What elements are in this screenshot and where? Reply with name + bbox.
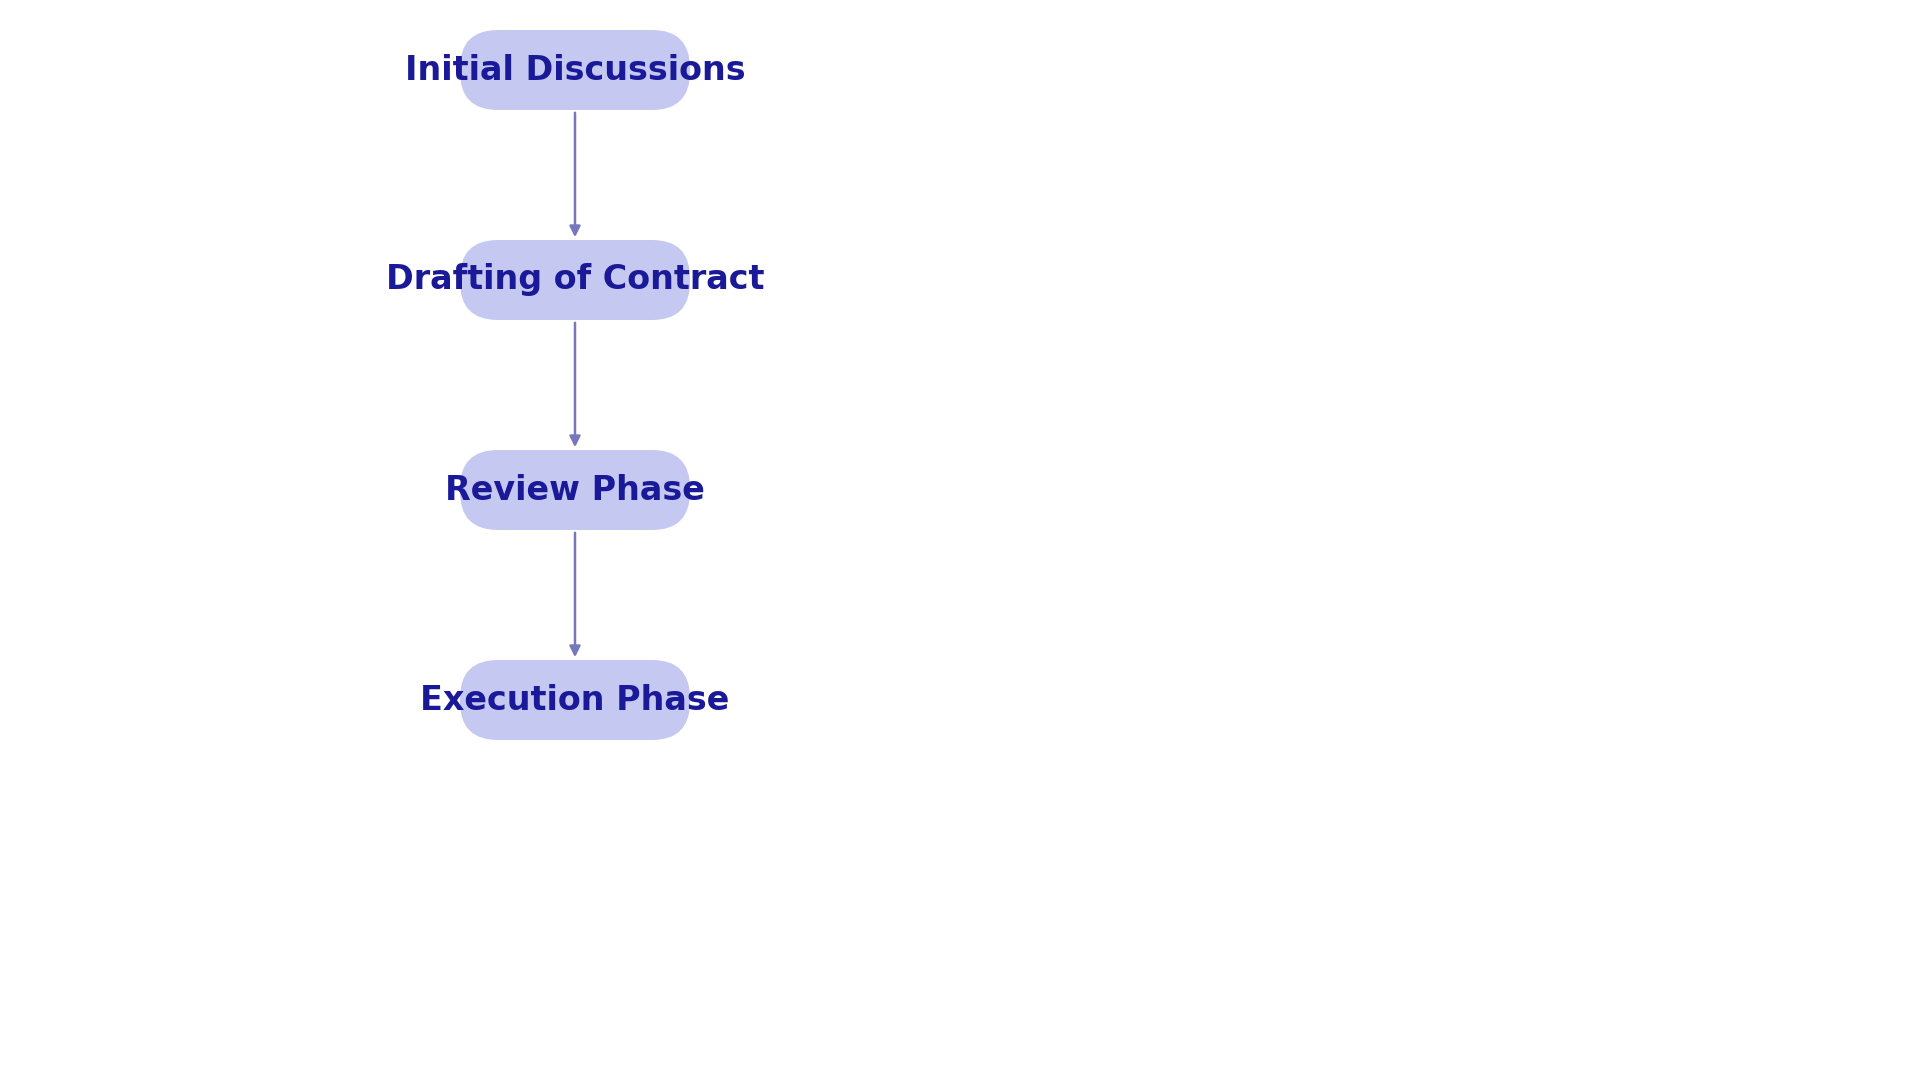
Text: Drafting of Contract: Drafting of Contract	[386, 264, 764, 297]
Text: Execution Phase: Execution Phase	[420, 684, 730, 716]
Text: Review Phase: Review Phase	[445, 473, 705, 507]
FancyBboxPatch shape	[461, 240, 689, 320]
FancyBboxPatch shape	[461, 450, 689, 530]
FancyBboxPatch shape	[461, 30, 689, 110]
Text: Initial Discussions: Initial Discussions	[405, 54, 745, 86]
FancyBboxPatch shape	[461, 660, 689, 740]
